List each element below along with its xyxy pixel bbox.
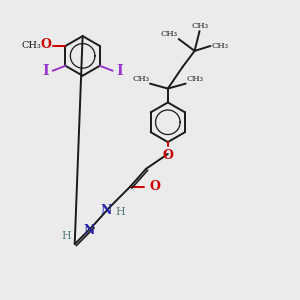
Text: H: H <box>115 208 125 218</box>
Text: CH₃: CH₃ <box>22 41 42 50</box>
Text: O: O <box>41 38 52 52</box>
Text: CH₃: CH₃ <box>161 30 178 38</box>
Text: CH₃: CH₃ <box>187 75 204 83</box>
Text: N: N <box>100 205 111 218</box>
Text: O: O <box>162 149 173 162</box>
Text: N: N <box>83 224 94 237</box>
Text: O: O <box>149 180 160 193</box>
Text: I: I <box>42 64 49 78</box>
Text: I: I <box>117 64 123 78</box>
Text: CH₃: CH₃ <box>212 42 228 50</box>
Text: H: H <box>61 231 71 241</box>
Text: CH₃: CH₃ <box>191 22 208 30</box>
Text: CH₃: CH₃ <box>132 75 149 83</box>
